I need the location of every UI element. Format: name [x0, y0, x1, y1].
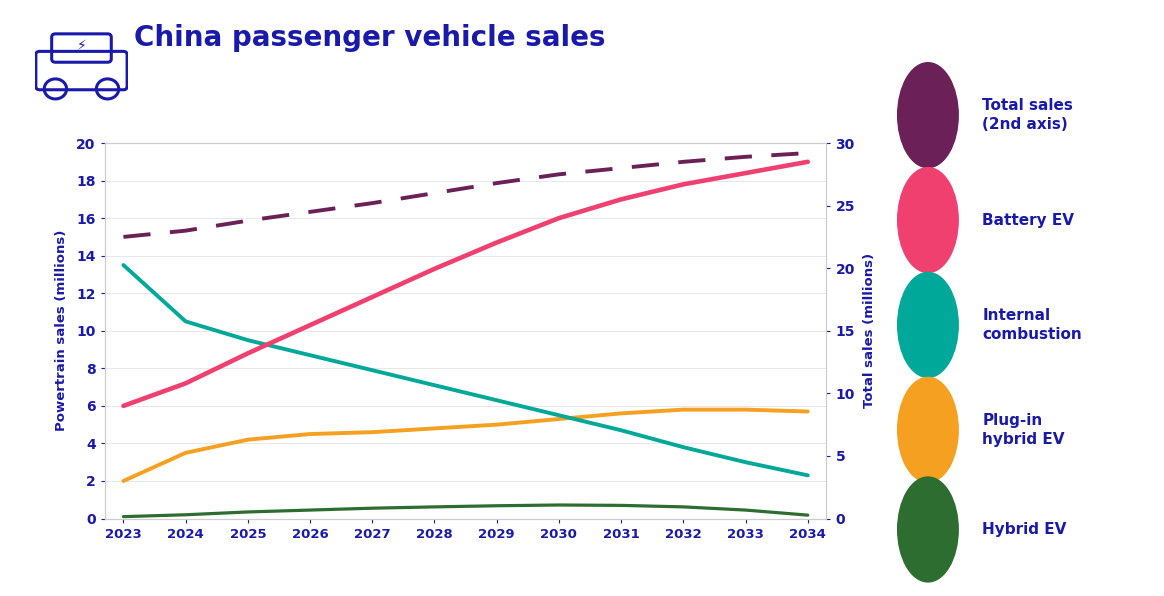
- Circle shape: [897, 167, 958, 272]
- Text: Hybrid EV: Hybrid EV: [982, 522, 1066, 537]
- Y-axis label: Powertrain sales (millions): Powertrain sales (millions): [55, 230, 68, 432]
- Circle shape: [897, 272, 958, 377]
- Text: China passenger vehicle sales: China passenger vehicle sales: [134, 24, 605, 52]
- Y-axis label: Total sales (millions): Total sales (millions): [864, 253, 876, 408]
- Text: Internal
combustion: Internal combustion: [982, 308, 1083, 342]
- Text: Battery EV: Battery EV: [982, 213, 1074, 228]
- Circle shape: [897, 477, 958, 582]
- Circle shape: [897, 377, 958, 482]
- Text: ⚡: ⚡: [77, 39, 86, 54]
- Text: Plug-in
hybrid EV: Plug-in hybrid EV: [982, 413, 1065, 446]
- Circle shape: [897, 63, 958, 167]
- Text: Total sales
(2nd axis): Total sales (2nd axis): [982, 98, 1073, 132]
